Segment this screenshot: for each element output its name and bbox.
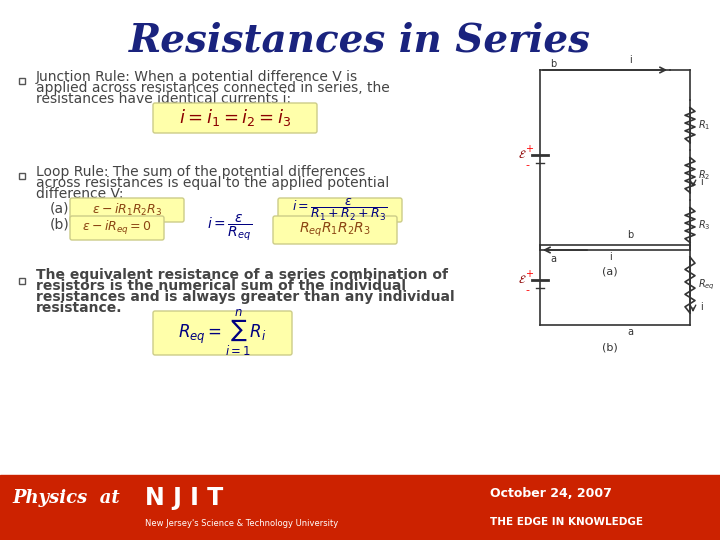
Text: (b): (b) [602,342,618,352]
FancyBboxPatch shape [273,216,397,244]
Text: Loop Rule: The sum of the potential differences: Loop Rule: The sum of the potential diff… [36,165,365,179]
Text: The equivalent resistance of a series combination of: The equivalent resistance of a series co… [36,268,448,282]
Text: $\varepsilon - iR_1R_2R_3$: $\varepsilon - iR_1R_2R_3$ [92,202,162,218]
Text: i: i [629,55,631,65]
Text: resistance.: resistance. [36,301,122,315]
Text: resistances have identical currents i:: resistances have identical currents i: [36,92,291,106]
Text: -: - [525,160,529,170]
Text: +: + [525,269,533,279]
Bar [0,475,720,540]
Text: THE EDGE IN KNOWLEDGE: THE EDGE IN KNOWLEDGE [490,517,643,527]
Text: (a): (a) [50,201,70,215]
Bar [19,278,25,284]
Text: Physics  at: Physics at [12,489,120,507]
Text: i: i [700,302,703,312]
Text: $R_2$: $R_2$ [698,168,711,182]
Text: i: i [608,252,611,262]
Text: i: i [700,177,703,187]
Text: $\varepsilon - iR_{eq} = 0$: $\varepsilon - iR_{eq} = 0$ [82,219,152,237]
Text: b: b [627,230,633,240]
Text: (a): (a) [602,267,618,277]
Text: $\mathcal{E}$: $\mathcal{E}$ [518,148,526,160]
Text: $R_{eq}$: $R_{eq}$ [698,278,715,292]
Text: a: a [550,254,556,264]
Text: $i = i_1 = i_2 = i_3$: $i = i_1 = i_2 = i_3$ [179,107,291,129]
Text: across resistances is equal to the applied potential: across resistances is equal to the appli… [36,176,390,190]
FancyBboxPatch shape [70,216,164,240]
Text: Resistances in Series: Resistances in Series [129,21,591,59]
Text: $\mathcal{E}$: $\mathcal{E}$ [518,273,526,285]
FancyBboxPatch shape [278,198,402,222]
FancyBboxPatch shape [153,311,292,355]
Text: -: - [525,285,529,295]
FancyBboxPatch shape [70,198,184,222]
Text: $i = \dfrac{\varepsilon}{R_{eq}}$: $i = \dfrac{\varepsilon}{R_{eq}}$ [207,213,253,244]
Text: $i = \dfrac{\varepsilon}{R_1+R_2+R_3}$: $i = \dfrac{\varepsilon}{R_1+R_2+R_3}$ [292,197,387,223]
Text: $R_3$: $R_3$ [698,218,711,232]
Text: +: + [525,144,533,154]
Text: applied across resistances connected in series, the: applied across resistances connected in … [36,81,390,95]
Bar [19,173,25,179]
FancyBboxPatch shape [153,103,317,133]
Text: resistances and is always greater than any individual: resistances and is always greater than a… [36,290,454,304]
Text: N J I T: N J I T [145,486,223,510]
Bar [19,78,25,84]
Text: (b): (b) [50,217,70,231]
Text: $R_{eq}R_1R_2R_3$: $R_{eq}R_1R_2R_3$ [300,221,371,239]
Text: resistors is the numerical sum of the individual: resistors is the numerical sum of the in… [36,279,406,293]
Text: a: a [627,327,633,337]
Text: b: b [550,59,557,69]
Text: October 24, 2007: October 24, 2007 [490,487,612,500]
Text: $R_1$: $R_1$ [698,118,711,132]
Text: New Jersey's Science & Technology University: New Jersey's Science & Technology Univer… [145,519,338,528]
Text: Junction Rule: When a potential difference V is: Junction Rule: When a potential differen… [36,70,358,84]
Text: $R_{eq} = \sum_{i=1}^{n} R_i$: $R_{eq} = \sum_{i=1}^{n} R_i$ [178,308,266,358]
Text: difference V:: difference V: [36,187,124,201]
